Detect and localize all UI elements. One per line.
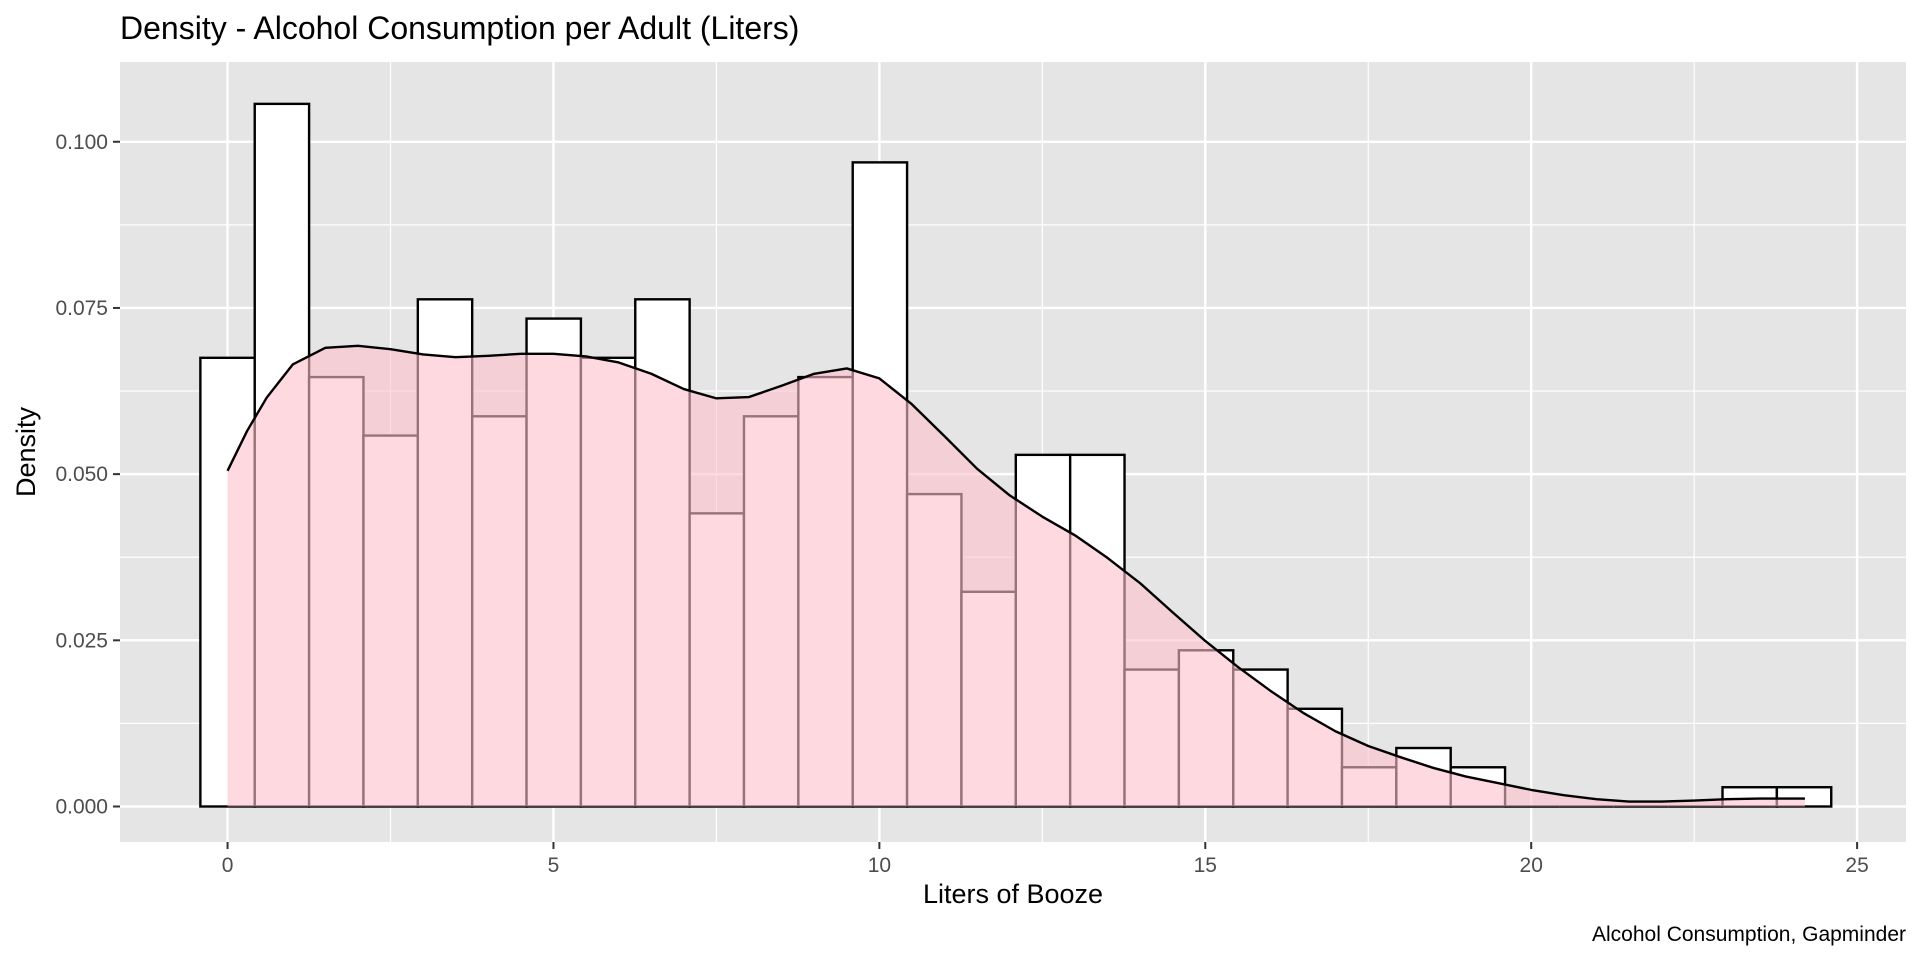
y-axis-title: Density [11, 406, 41, 497]
y-tick-label: 0.025 [55, 629, 108, 652]
x-axis-title: Liters of Booze [923, 879, 1103, 909]
x-tick-label: 20 [1520, 854, 1543, 877]
x-tick-label: 10 [868, 854, 891, 877]
y-tick-label: 0.000 [55, 796, 108, 819]
chart-title: Density - Alcohol Consumption per Adult … [120, 10, 799, 46]
axis-ticks: 0 5 10 15 20 25 0.000 0.025 0.050 0.075 0.100 [55, 131, 1868, 877]
x-tick-label: 15 [1194, 854, 1217, 877]
y-tick-label: 0.050 [55, 463, 108, 486]
x-tick-label: 5 [548, 854, 560, 877]
chart-caption: Alcohol Consumption, Gapminder [1592, 923, 1906, 946]
y-tick-label: 0.075 [55, 297, 108, 320]
x-tick-label: 25 [1845, 854, 1868, 877]
x-tick-label: 0 [222, 854, 234, 877]
y-tick-label: 0.100 [55, 131, 108, 154]
density-line [226, 344, 1805, 803]
density-layer [226, 344, 1805, 807]
density-area [227, 345, 1805, 807]
